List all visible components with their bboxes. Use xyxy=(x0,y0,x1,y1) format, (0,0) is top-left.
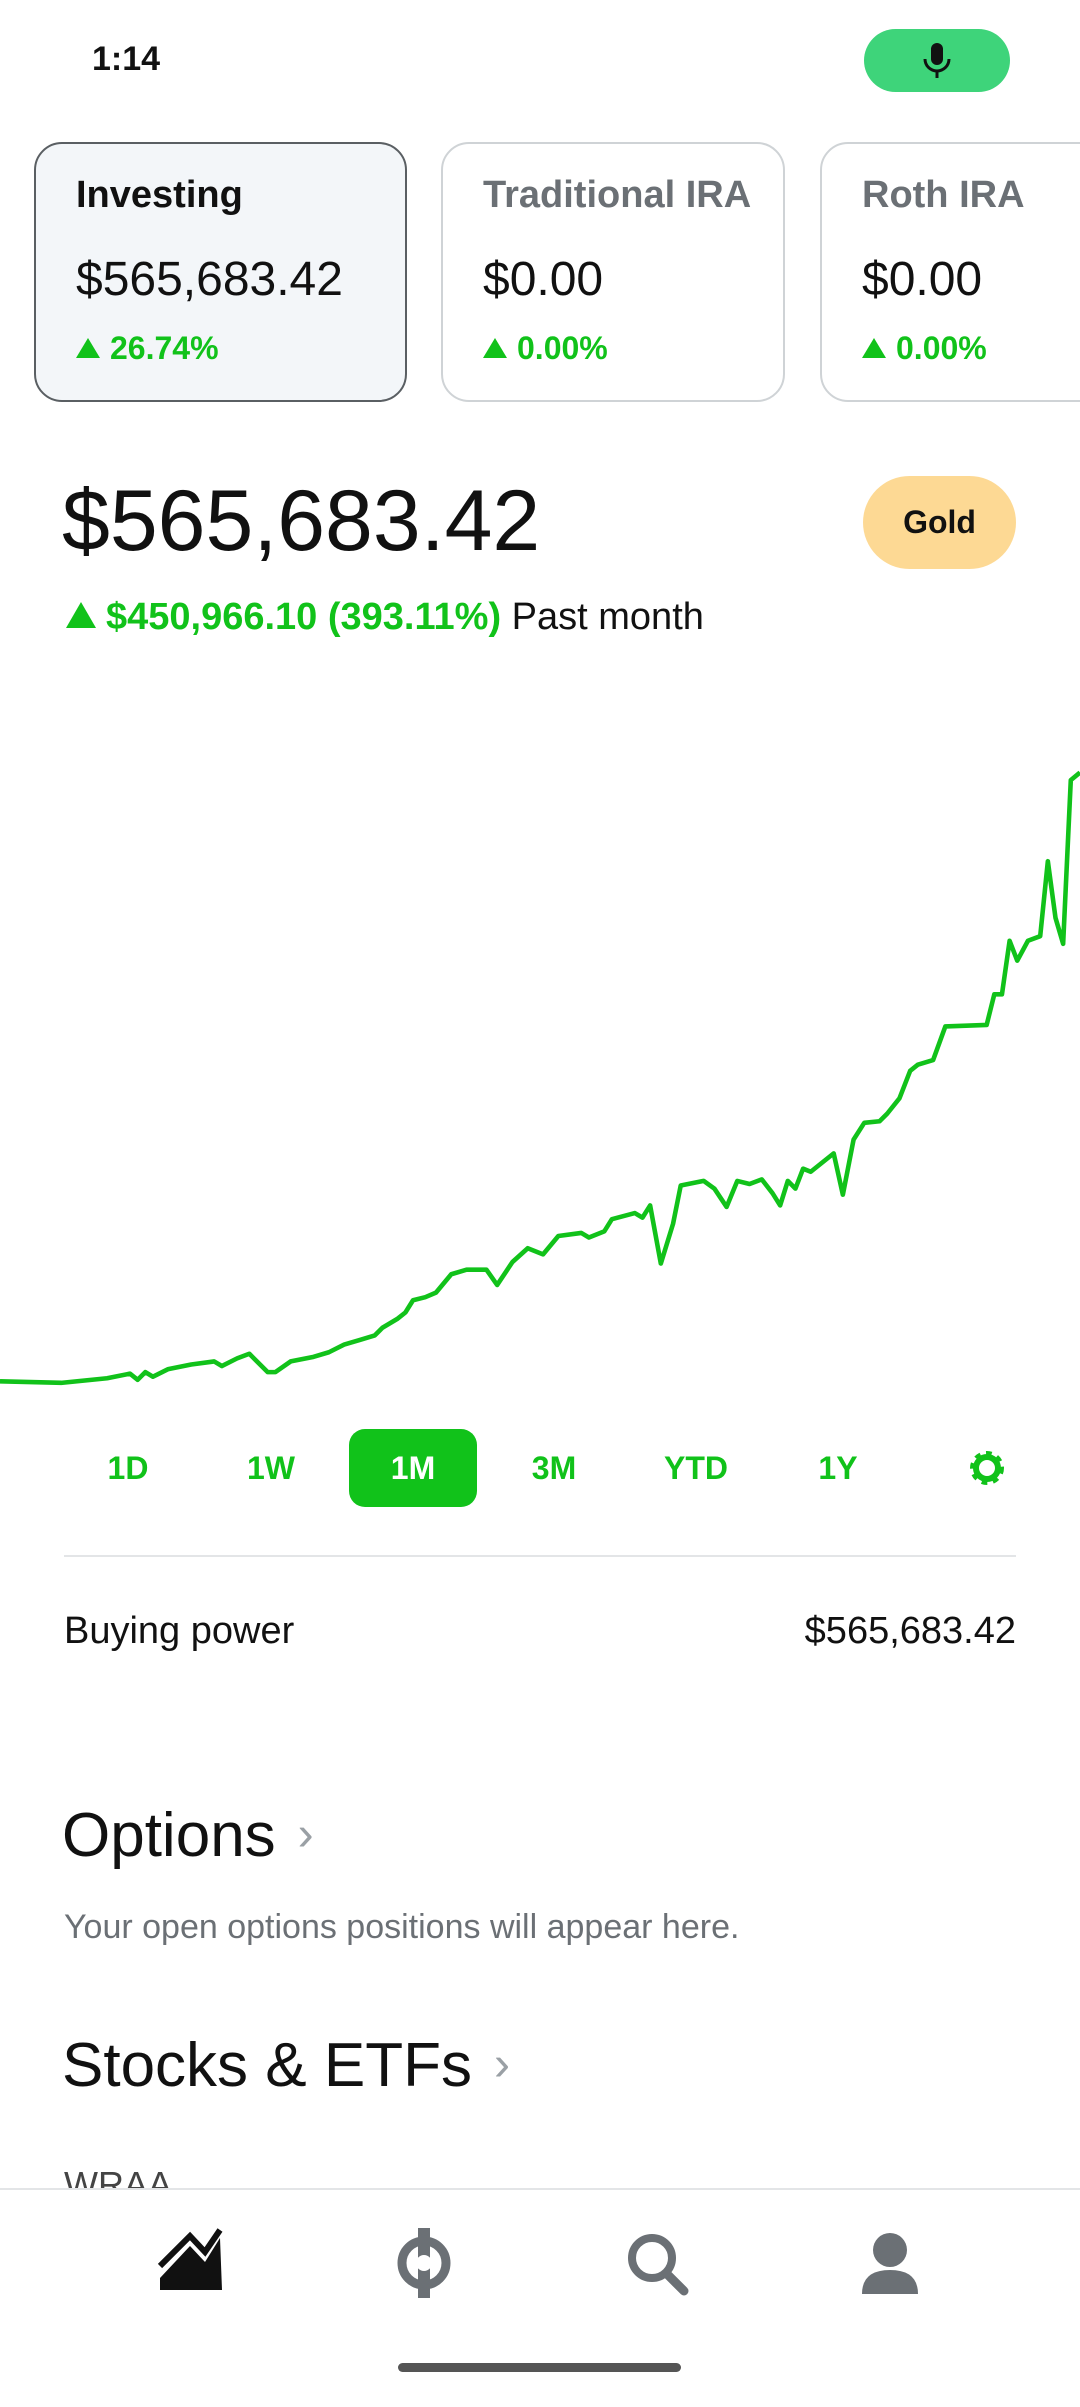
range-button[interactable]: 1Y xyxy=(818,1450,858,1486)
account-change: 0.00% xyxy=(483,330,608,367)
buying-power-value[interactable]: $565,683.42 xyxy=(804,1610,1016,1652)
nav-search[interactable] xyxy=(628,2234,689,2296)
account-card[interactable]: Investing $565,683.42 26.74% xyxy=(34,142,407,402)
stocks-title-text: Stocks & ETFs xyxy=(62,2031,472,2100)
range-button[interactable]: 1M xyxy=(349,1429,477,1507)
portfolio-change: $450,966.10 (393.11%) Past month xyxy=(66,596,704,639)
account-value: $565,683.42 xyxy=(76,253,343,306)
performance-chart xyxy=(0,770,1080,1386)
divider xyxy=(64,1555,1016,1557)
account-value: $0.00 xyxy=(862,253,983,306)
account-value: $0.00 xyxy=(483,253,604,306)
status-time: 1:14 xyxy=(92,40,161,78)
nav-crypto[interactable] xyxy=(397,2228,451,2298)
change-amount: $450,966.10 (393.11%) xyxy=(106,596,502,638)
account-name: Investing xyxy=(76,174,243,216)
options-title[interactable]: Options › xyxy=(62,1801,314,1870)
nav-home[interactable] xyxy=(157,2228,223,2290)
account-card[interactable]: Traditional IRA $0.00 0.00% xyxy=(441,142,785,402)
account-change: 26.74% xyxy=(76,330,219,367)
account-name: Roth IRA xyxy=(862,174,1025,216)
settings-icon[interactable] xyxy=(965,1446,1009,1490)
nav-icons xyxy=(157,2228,918,2298)
buying-power-label: Buying power xyxy=(64,1610,295,1652)
account-change: 0.00% xyxy=(862,330,987,367)
change-text: 26.74% xyxy=(110,330,219,366)
options-note: Your open options positions will appear … xyxy=(64,1908,740,1946)
mic-icon xyxy=(923,43,951,78)
range-button[interactable]: 1W xyxy=(247,1450,295,1486)
stocks-title[interactable]: Stocks & ETFs › xyxy=(62,2031,510,2100)
nav-account[interactable] xyxy=(862,2233,918,2294)
account-card[interactable]: Roth IRA $0.00 0.00% xyxy=(820,142,1080,402)
options-title-text: Options xyxy=(62,1801,276,1870)
change-text: 0.00% xyxy=(517,330,608,366)
performance-line xyxy=(0,770,1080,1386)
bottom-nav xyxy=(0,2188,1080,2402)
range-button[interactable]: YTD xyxy=(664,1450,728,1486)
change-period: Past month xyxy=(511,596,704,638)
mic-indicator[interactable] xyxy=(864,29,1010,92)
home-indicator xyxy=(398,2363,681,2372)
portfolio-value: $565,683.42 xyxy=(62,473,541,569)
range-button[interactable]: 1D xyxy=(107,1450,149,1486)
account-name: Traditional IRA xyxy=(483,174,752,216)
gold-badge[interactable]: Gold xyxy=(863,476,1016,569)
range-button[interactable]: 3M xyxy=(531,1450,577,1486)
change-text: 0.00% xyxy=(896,330,987,366)
